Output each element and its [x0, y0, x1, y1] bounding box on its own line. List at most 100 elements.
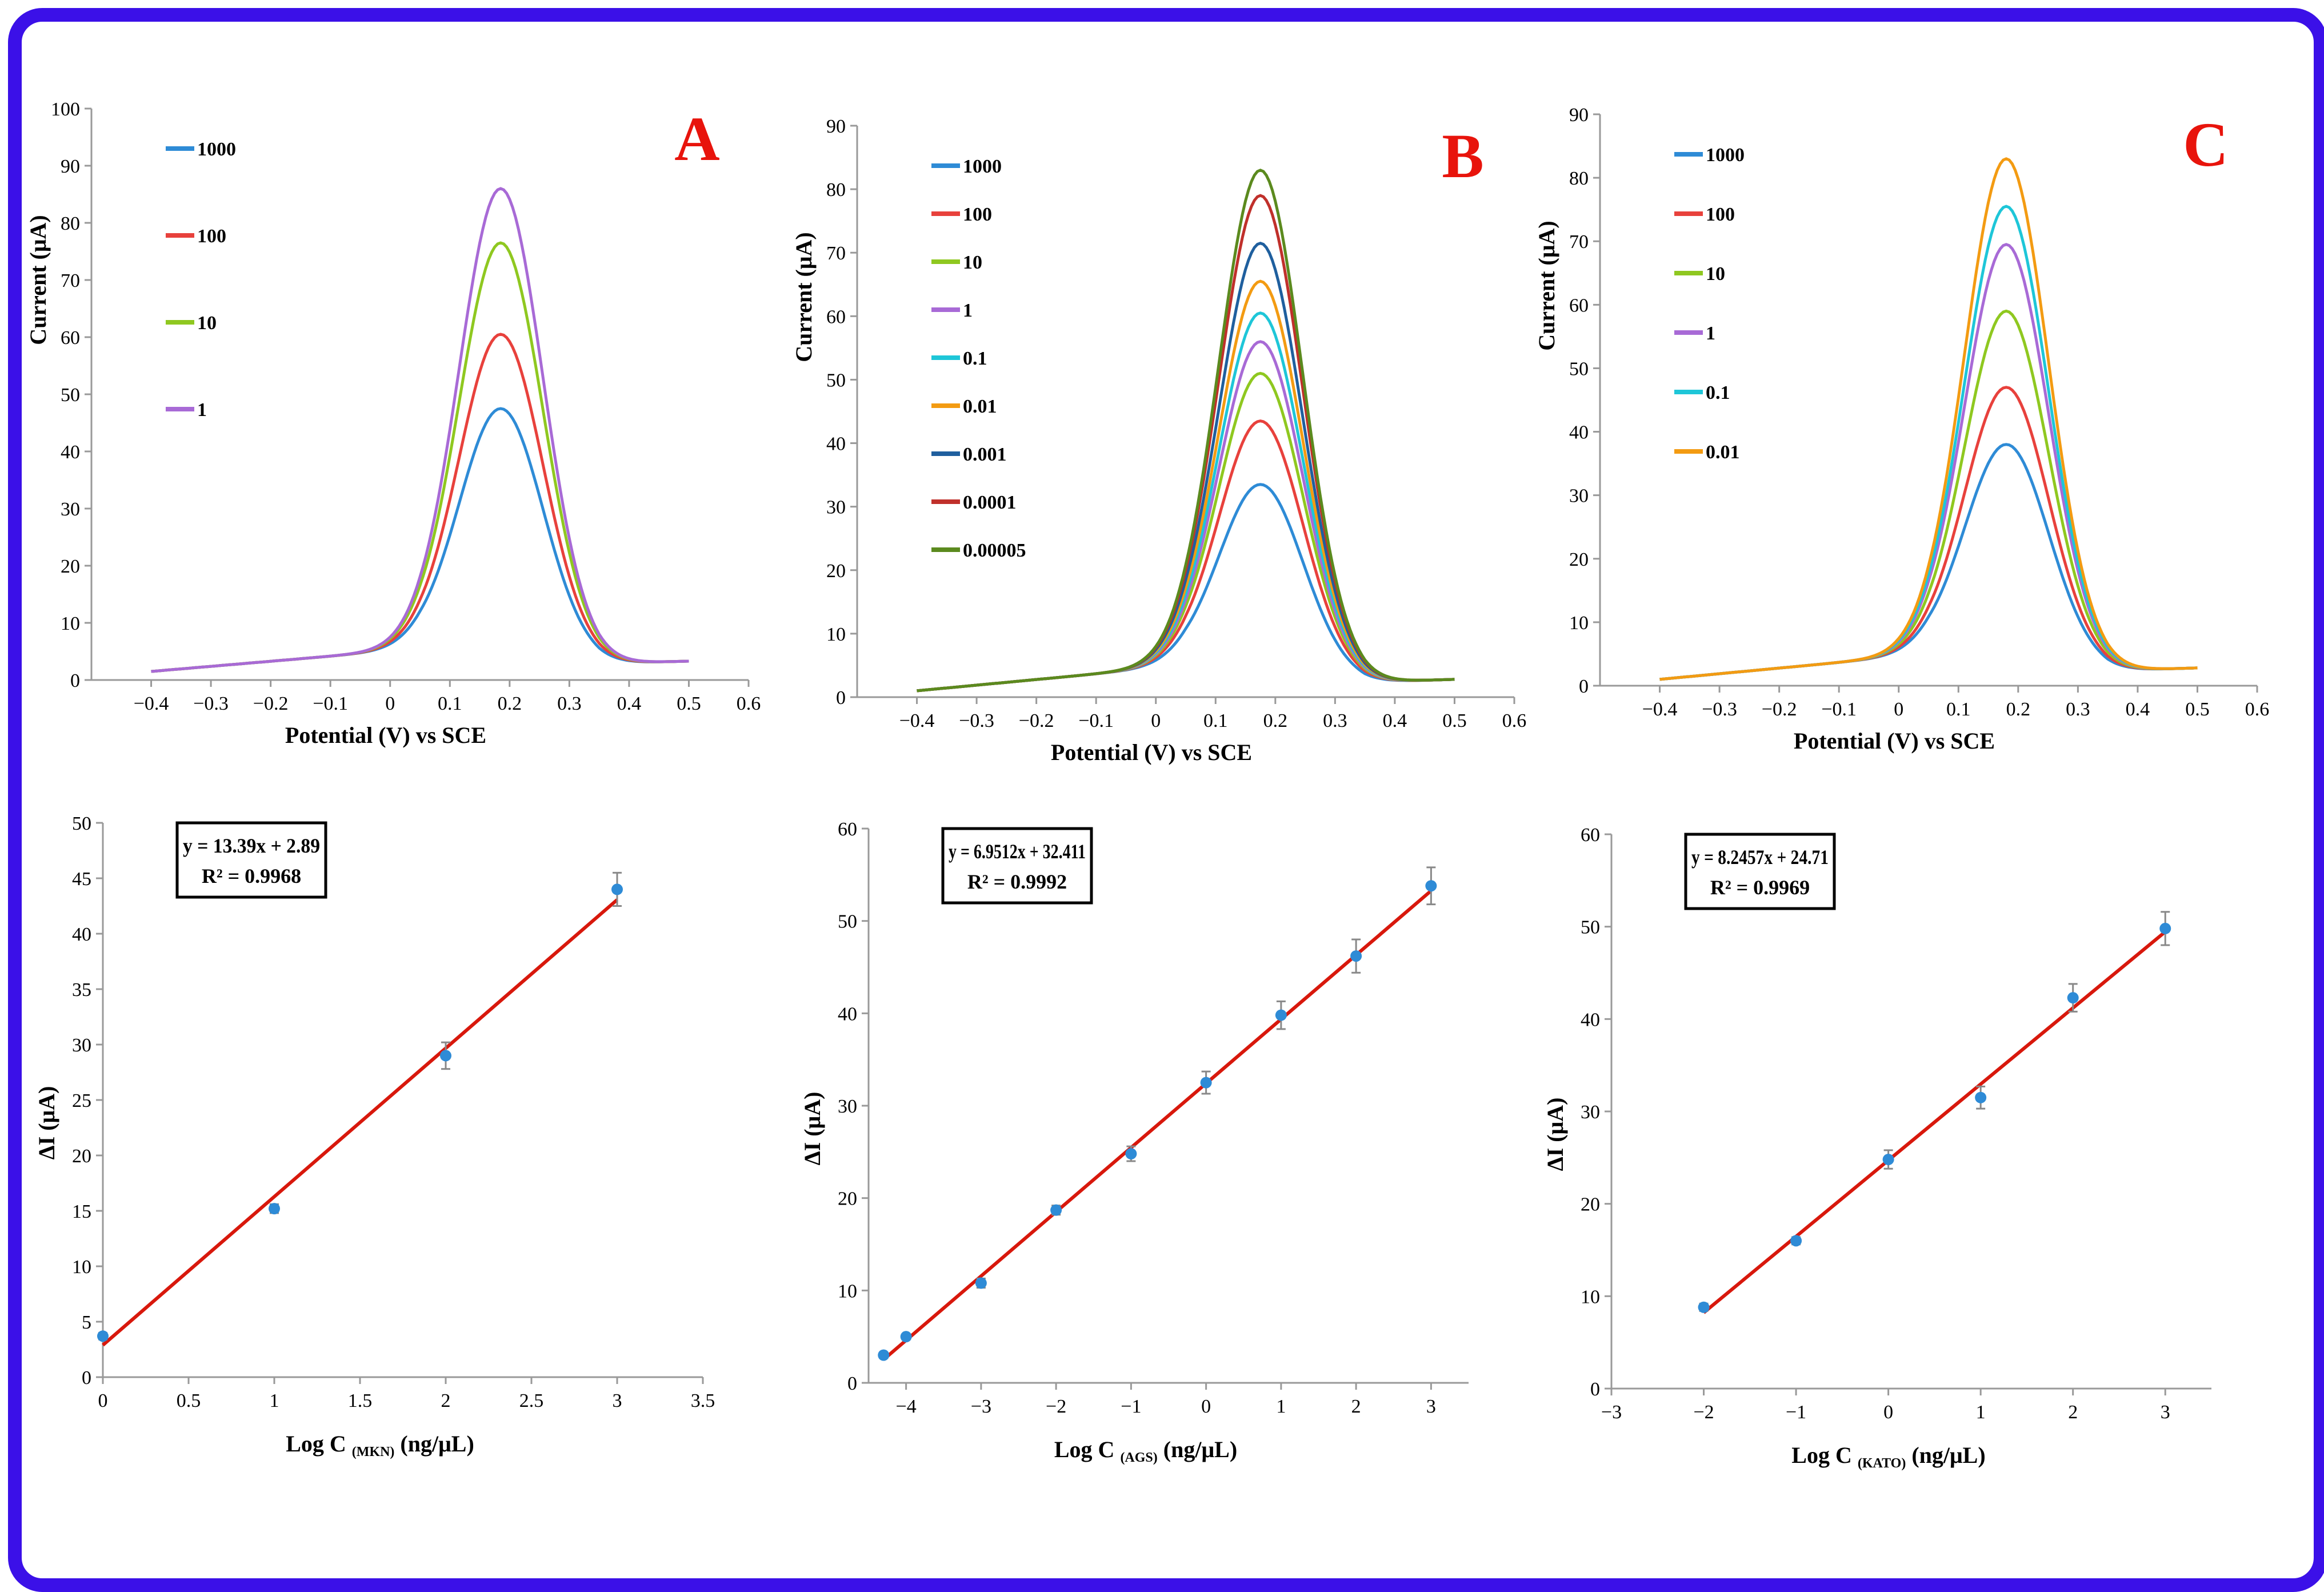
y-tick-label: 40 [1569, 422, 1589, 443]
x-tick-label: −0.4 [134, 693, 169, 714]
y-tick-label: 20 [826, 561, 846, 582]
legend-label: 0.01 [963, 396, 997, 417]
equation-text: y = 13.39x + 2.89 [183, 834, 320, 857]
panel-label: A [674, 104, 719, 174]
x-tick-label: 0.4 [617, 693, 642, 714]
x-tick-label: 2 [2068, 1402, 2078, 1423]
series-line [151, 333, 689, 673]
data-point [97, 1330, 109, 1342]
legend-label: 100 [963, 204, 992, 225]
y-tick-label: 20 [1581, 1194, 1600, 1215]
y-tick-label: 40 [61, 442, 80, 463]
x-tick-label: 0.1 [438, 693, 462, 714]
y-axis-title: Current (μA) [25, 215, 51, 345]
y-axis-title: ΔI (μA) [1542, 1098, 1568, 1171]
x-axis-title: Log C (KATO) (ng/μL) [1791, 1442, 1985, 1471]
data-point [1350, 950, 1362, 962]
data-point [878, 1349, 890, 1361]
x-tick-label: −0.3 [1702, 699, 1737, 720]
x-axis-title: Potential (V) vs SCE [1051, 739, 1252, 765]
trend-line [102, 898, 618, 1347]
x-axis-title: Log C (AGS) (ng/μL) [1054, 1437, 1237, 1465]
x-tick-label: 0.6 [2245, 699, 2270, 720]
series-line [1659, 309, 2198, 681]
x-tick-label: 0 [1151, 710, 1161, 731]
x-tick-label: 0.2 [2006, 699, 2031, 720]
legend-label: 0.001 [963, 444, 1007, 465]
x-tick-label: 0.5 [2185, 699, 2210, 720]
x-tick-label: 0.5 [1442, 710, 1467, 731]
x-tick-label: 0.1 [1203, 710, 1228, 731]
x-tick-label: −4 [896, 1396, 917, 1417]
y-tick-label: 20 [72, 1146, 91, 1167]
x-tick-label: −0.3 [193, 693, 229, 714]
legend-label: 0.1 [1706, 382, 1730, 403]
y-tick-label: 20 [838, 1189, 857, 1210]
y-tick-label: 10 [826, 624, 846, 645]
y-tick-label: 30 [1581, 1102, 1600, 1123]
y-tick-label: 80 [61, 213, 80, 234]
legend-label: 1000 [963, 156, 1002, 177]
x-tick-label: 0.5 [177, 1390, 201, 1411]
x-tick-label: 0 [1201, 1396, 1211, 1417]
x-tick-label: 0.2 [1263, 710, 1288, 731]
y-tick-label: 20 [61, 556, 80, 577]
legend-label: 100 [1706, 204, 1735, 225]
x-tick-label: 0.4 [2126, 699, 2150, 720]
y-tick-label: 0 [836, 687, 846, 709]
y-tick-label: 70 [61, 270, 80, 291]
x-axis-title-unit: (ng/μL) [394, 1431, 474, 1457]
x-axis-title-main: Log C [1791, 1442, 1858, 1468]
y-tick-label: 100 [51, 99, 80, 120]
equation-box [175, 821, 327, 899]
series-line [917, 371, 1455, 693]
legend-label: 10 [963, 252, 982, 273]
y-tick-label: 30 [1569, 486, 1589, 507]
y-tick-label: 50 [61, 385, 80, 406]
trend-line [1702, 930, 2167, 1314]
data-point [1882, 1154, 1894, 1166]
y-tick-label: 35 [72, 979, 91, 1001]
x-tick-label: 0 [1883, 1402, 1893, 1423]
series-line [1659, 386, 2198, 681]
x-axis-title-unit: (ng/μL) [1906, 1442, 1985, 1468]
legend-label: 0.1 [963, 348, 987, 369]
x-tick-label: 0.2 [498, 693, 522, 714]
data-point [975, 1277, 987, 1289]
x-axis-title-subscript: (MKN) [352, 1445, 395, 1459]
x-tick-label: 1 [1276, 1396, 1286, 1417]
x-tick-label: −3 [1601, 1402, 1622, 1423]
equation-text: y = 6.9512x + 32.411 [949, 840, 1086, 863]
x-tick-label: 0.6 [737, 693, 761, 714]
chart-c-calibration: 0 10 20 30 40 50 60 −3 −2 −1 0 1 2 3 y = 8.2457x + 24.… [1542, 825, 2211, 1471]
x-tick-label: −3 [971, 1396, 991, 1417]
r-squared-text: R² = 0.9992 [967, 870, 1067, 893]
y-tick-label: 25 [72, 1090, 91, 1111]
y-tick-label: 10 [838, 1281, 857, 1302]
data-point [1975, 1091, 1987, 1103]
x-tick-label: 0.5 [677, 693, 701, 714]
x-tick-label: 2.5 [519, 1390, 544, 1411]
y-tick-label: 5 [82, 1312, 91, 1333]
x-tick-label: 0 [385, 693, 395, 714]
y-tick-label: 80 [1569, 168, 1589, 189]
x-tick-label: 3 [2161, 1402, 2170, 1423]
x-tick-label: −0.1 [1821, 699, 1857, 720]
x-tick-label: 0.3 [557, 693, 582, 714]
y-tick-label: 15 [72, 1201, 91, 1222]
x-tick-label: −1 [1786, 1402, 1806, 1423]
data-point [611, 883, 623, 895]
x-tick-label: 1 [1976, 1402, 1986, 1423]
trend-line [882, 889, 1433, 1361]
x-axis-title: Potential (V) vs SCE [1794, 728, 1995, 754]
y-tick-label: 30 [838, 1096, 857, 1117]
y-axis-title: ΔI (μA) [799, 1092, 825, 1166]
x-axis-title: Log C (MKN) (ng/μL) [286, 1431, 474, 1459]
x-tick-label: −0.2 [253, 693, 289, 714]
y-tick-label: 40 [838, 1003, 857, 1025]
y-tick-label: 45 [72, 869, 91, 890]
chart-a-voltammogram: 0 10 20 30 40 50 60 70 80 90 100 −0.4 −0.3 −0.2 −0.1 0 0… [25, 99, 761, 748]
r-squared-text: R² = 0.9968 [202, 865, 301, 887]
equation-text: y = 8.2457x + 24.71 [1691, 846, 1829, 869]
x-axis-title: Potential (V) vs SCE [285, 722, 486, 748]
